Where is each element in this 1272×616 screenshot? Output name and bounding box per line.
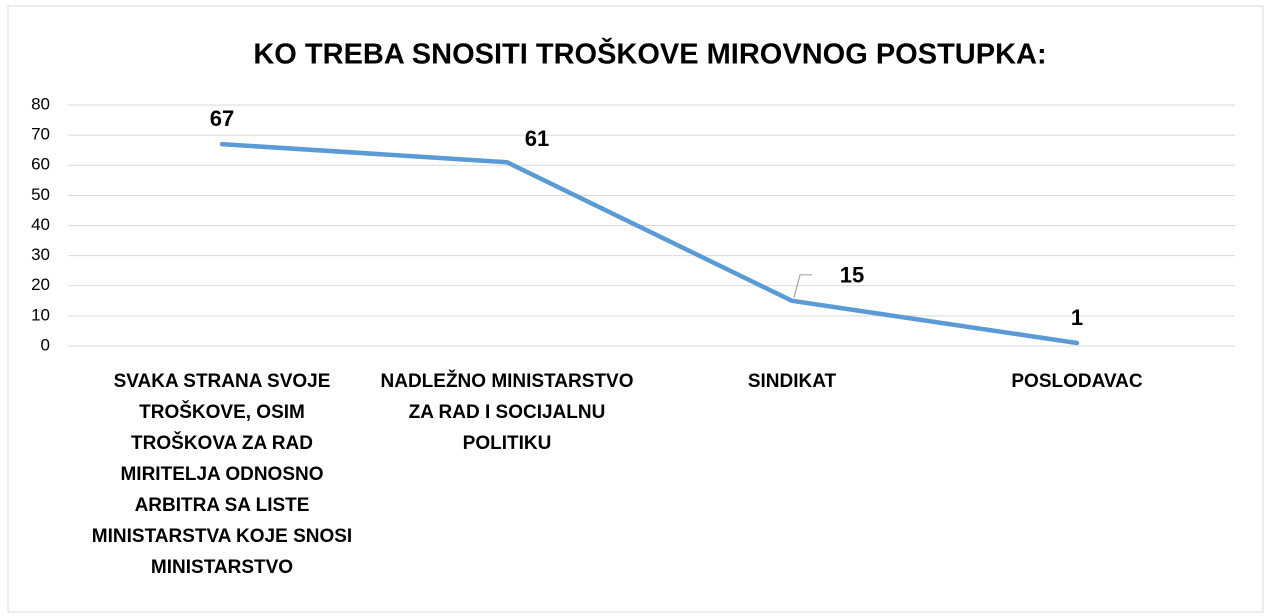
leader-line	[793, 274, 812, 298]
y-tick-label: 60	[31, 155, 50, 174]
x-tick-label: SVAKA STRANA SVOJE TROŠKOVE, OSIM TROŠKO…	[91, 371, 353, 578]
y-tick-label: 50	[31, 185, 50, 204]
y-tick-label: 10	[31, 305, 50, 324]
y-tick-label: 20	[31, 275, 50, 294]
data-label: 1	[1071, 305, 1083, 330]
y-tick-label: 80	[31, 94, 50, 113]
x-tick-label: NADLEŽNO MINISTARSTVO ZA RAD I SOCIJALNU…	[380, 371, 634, 454]
y-tick-label: 70	[31, 125, 50, 144]
y-tick-label: 0	[41, 335, 50, 354]
y-tick-label: 40	[31, 215, 50, 234]
data-line	[219, 141, 1080, 346]
x-tick-label: POSLODAVAC	[1011, 371, 1143, 392]
data-label: 61	[525, 126, 549, 151]
chart-title: KO TREBA SNOSITI TROŠKOVE MIROVNOG POSTU…	[253, 37, 1046, 71]
data-label: 15	[840, 263, 864, 288]
x-tick-label: SINDIKAT	[747, 371, 837, 392]
chart-border	[7, 5, 1264, 613]
data-label: 67	[210, 106, 234, 131]
y-tick-label: 30	[31, 245, 50, 264]
